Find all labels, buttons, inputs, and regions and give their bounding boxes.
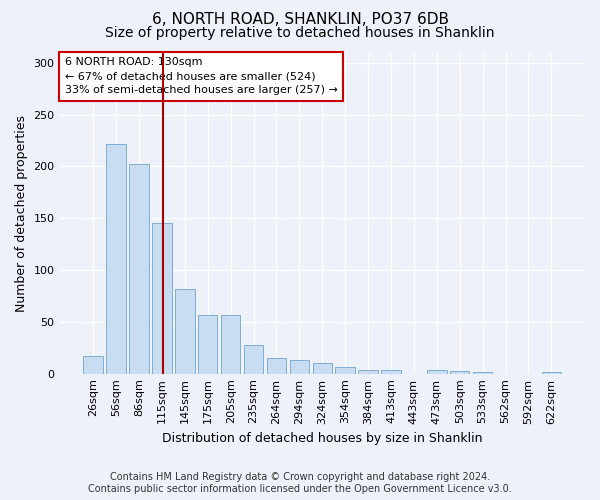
Bar — [221, 314, 241, 374]
Bar — [427, 370, 446, 374]
Bar — [152, 224, 172, 374]
Bar — [244, 344, 263, 374]
Y-axis label: Number of detached properties: Number of detached properties — [15, 114, 28, 312]
Bar — [542, 372, 561, 374]
Bar — [381, 370, 401, 374]
Bar — [313, 364, 332, 374]
Bar — [83, 356, 103, 374]
Text: Size of property relative to detached houses in Shanklin: Size of property relative to detached ho… — [105, 26, 495, 40]
Bar — [129, 164, 149, 374]
Bar — [267, 358, 286, 374]
Bar — [450, 370, 469, 374]
Text: 6, NORTH ROAD, SHANKLIN, PO37 6DB: 6, NORTH ROAD, SHANKLIN, PO37 6DB — [151, 12, 449, 28]
Text: Contains HM Land Registry data © Crown copyright and database right 2024.
Contai: Contains HM Land Registry data © Crown c… — [88, 472, 512, 494]
Bar — [358, 370, 378, 374]
Bar — [290, 360, 309, 374]
Bar — [473, 372, 493, 374]
X-axis label: Distribution of detached houses by size in Shanklin: Distribution of detached houses by size … — [162, 432, 482, 445]
Bar — [335, 368, 355, 374]
Bar — [106, 144, 126, 374]
Text: 6 NORTH ROAD: 130sqm
← 67% of detached houses are smaller (524)
33% of semi-deta: 6 NORTH ROAD: 130sqm ← 67% of detached h… — [65, 58, 338, 96]
Bar — [175, 288, 194, 374]
Bar — [198, 314, 217, 374]
